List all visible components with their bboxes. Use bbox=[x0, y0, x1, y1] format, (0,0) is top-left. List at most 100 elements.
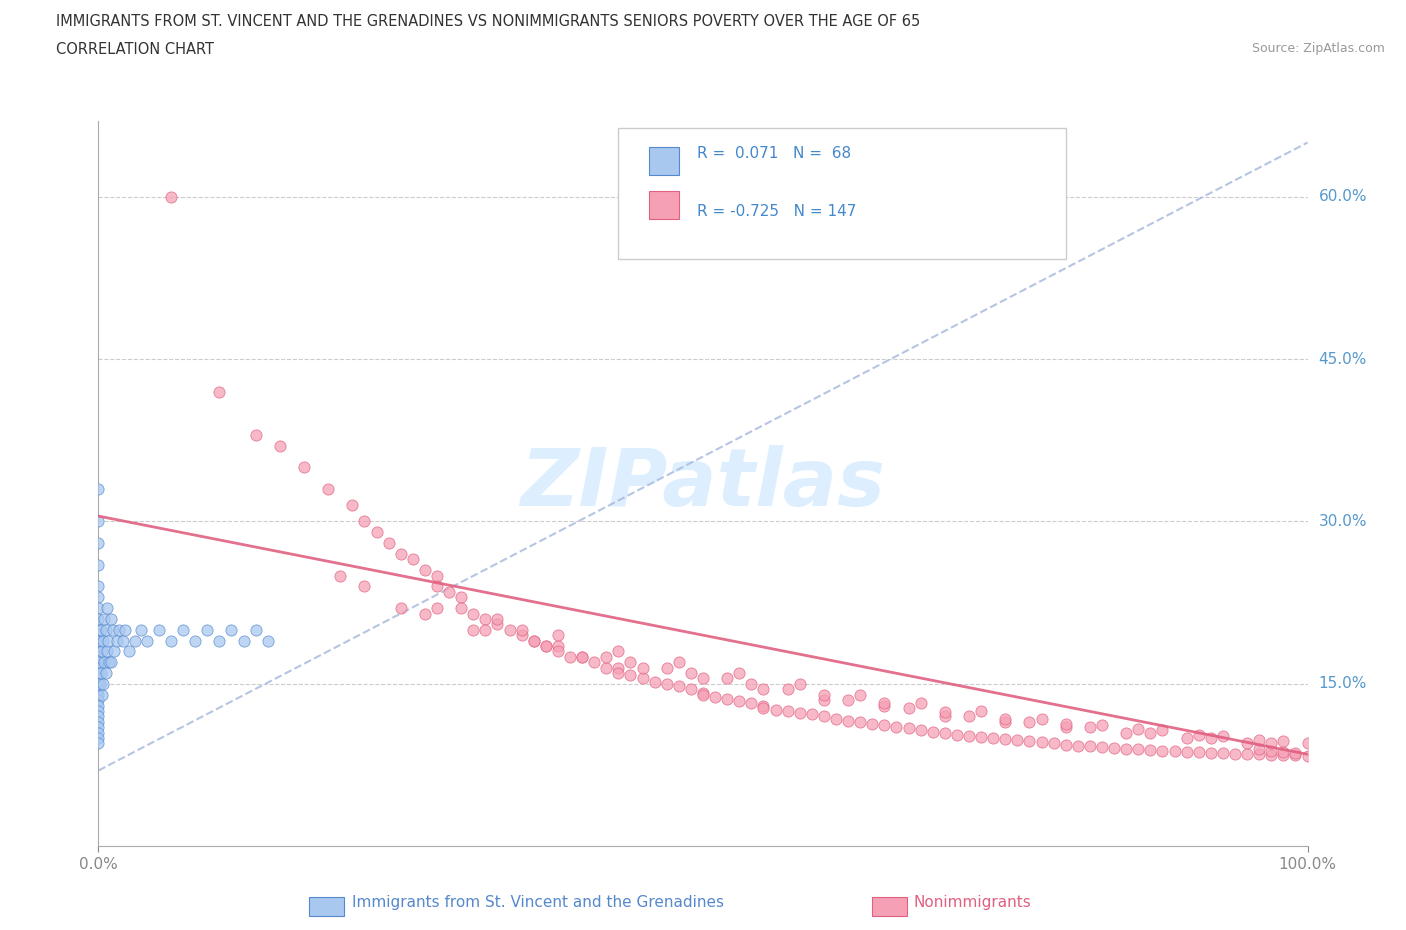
Point bbox=[994, 711, 1017, 726]
Point bbox=[825, 711, 848, 726]
Point bbox=[728, 694, 751, 709]
Point bbox=[135, 633, 157, 648]
Point bbox=[716, 671, 738, 686]
Point bbox=[631, 671, 654, 686]
Point bbox=[91, 676, 114, 691]
Point bbox=[619, 668, 641, 683]
Point bbox=[463, 622, 485, 637]
Point bbox=[437, 584, 460, 599]
Point bbox=[1078, 738, 1101, 753]
Point bbox=[1018, 734, 1040, 749]
FancyBboxPatch shape bbox=[648, 192, 679, 219]
Point bbox=[450, 590, 472, 604]
Point bbox=[1175, 745, 1198, 760]
Point bbox=[1115, 741, 1137, 756]
Point bbox=[1284, 746, 1306, 761]
Text: Source: ZipAtlas.com: Source: ZipAtlas.com bbox=[1251, 42, 1385, 55]
Point bbox=[1078, 720, 1101, 735]
Point bbox=[873, 698, 896, 713]
Point bbox=[148, 622, 170, 637]
Text: R =  0.071   N =  68: R = 0.071 N = 68 bbox=[697, 146, 851, 161]
Point bbox=[89, 633, 111, 648]
Text: Immigrants from St. Vincent and the Grenadines: Immigrants from St. Vincent and the Gren… bbox=[352, 895, 724, 910]
Point bbox=[655, 660, 678, 675]
Point bbox=[571, 649, 593, 664]
Point bbox=[413, 563, 436, 578]
Point bbox=[87, 644, 110, 658]
Point bbox=[1139, 725, 1161, 740]
Point bbox=[87, 514, 110, 529]
Point bbox=[208, 384, 231, 399]
Point bbox=[87, 720, 110, 735]
Point bbox=[87, 714, 110, 729]
Point bbox=[1031, 711, 1053, 726]
Point bbox=[87, 628, 110, 643]
Point bbox=[124, 633, 146, 648]
Point bbox=[1236, 736, 1258, 751]
Point bbox=[93, 612, 115, 627]
Point bbox=[1102, 740, 1125, 755]
Point bbox=[849, 687, 872, 702]
Point bbox=[849, 714, 872, 729]
Point bbox=[87, 649, 110, 664]
Point bbox=[595, 660, 617, 675]
FancyBboxPatch shape bbox=[619, 128, 1066, 259]
Point bbox=[776, 703, 799, 718]
Text: 60.0%: 60.0% bbox=[1319, 189, 1367, 205]
Point bbox=[100, 612, 122, 627]
Point bbox=[1260, 736, 1282, 751]
Point bbox=[100, 655, 122, 670]
Point bbox=[87, 671, 110, 686]
Point bbox=[595, 649, 617, 664]
Point bbox=[208, 633, 231, 648]
Point bbox=[1199, 731, 1222, 746]
Text: Nonimmigrants: Nonimmigrants bbox=[914, 895, 1032, 910]
Point bbox=[87, 693, 110, 708]
Point bbox=[87, 725, 110, 740]
Point bbox=[921, 724, 943, 739]
Point bbox=[87, 655, 110, 670]
Point bbox=[474, 622, 496, 637]
Point bbox=[1296, 736, 1319, 751]
Point bbox=[1249, 733, 1271, 748]
Text: CORRELATION CHART: CORRELATION CHART bbox=[56, 42, 214, 57]
Point bbox=[1054, 737, 1077, 752]
Point bbox=[1054, 720, 1077, 735]
Point bbox=[316, 482, 339, 497]
Point bbox=[1031, 735, 1053, 750]
Point bbox=[1163, 744, 1185, 759]
Point bbox=[1284, 748, 1306, 763]
Point bbox=[1139, 742, 1161, 757]
Point bbox=[692, 671, 714, 686]
Point bbox=[1067, 738, 1090, 753]
Point bbox=[426, 579, 449, 594]
Point bbox=[994, 714, 1017, 729]
Point bbox=[353, 579, 375, 594]
Point bbox=[87, 666, 110, 681]
Point bbox=[87, 703, 110, 718]
Point bbox=[970, 703, 993, 718]
Point bbox=[426, 568, 449, 583]
Point bbox=[389, 601, 412, 616]
Point bbox=[571, 649, 593, 664]
Point bbox=[87, 622, 110, 637]
Point bbox=[105, 633, 128, 648]
Point bbox=[87, 709, 110, 724]
Text: ZIPatlas: ZIPatlas bbox=[520, 445, 886, 523]
Point bbox=[583, 655, 606, 670]
Point bbox=[94, 622, 117, 637]
Point bbox=[93, 655, 115, 670]
Point bbox=[426, 601, 449, 616]
Point bbox=[692, 685, 714, 700]
Text: R = -0.725   N = 147: R = -0.725 N = 147 bbox=[697, 204, 856, 219]
Point bbox=[1296, 749, 1319, 764]
Point bbox=[87, 687, 110, 702]
Point bbox=[510, 628, 533, 643]
Point bbox=[292, 460, 315, 475]
Point bbox=[94, 666, 117, 681]
Point bbox=[631, 660, 654, 675]
Point bbox=[813, 709, 835, 724]
Point bbox=[366, 525, 388, 539]
Point bbox=[245, 428, 267, 443]
Point bbox=[160, 633, 183, 648]
